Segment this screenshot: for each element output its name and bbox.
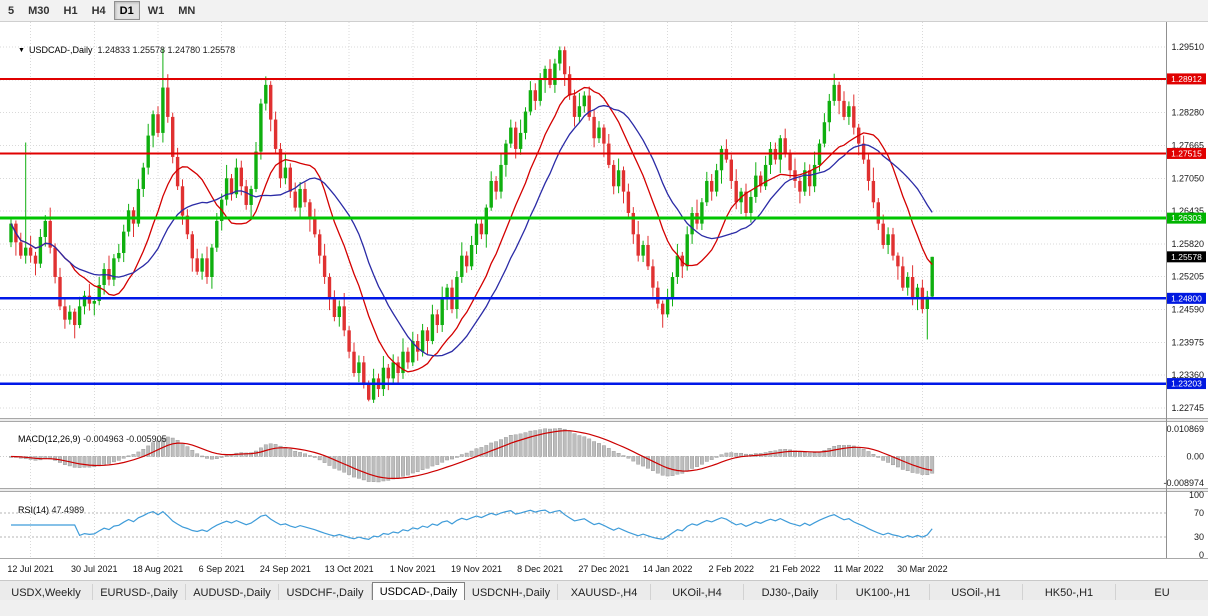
tab-USDCAD-Daily[interactable]: USDCAD-,Daily — [372, 582, 465, 601]
svg-text:30 Mar 2022: 30 Mar 2022 — [897, 564, 948, 574]
svg-text:30 Jul 2021: 30 Jul 2021 — [71, 564, 118, 574]
support-resistance-lines[interactable] — [0, 77, 1166, 385]
svg-text:1.23203: 1.23203 — [1171, 379, 1202, 389]
tab-USOil-H1[interactable]: USOil-,H1 — [930, 584, 1023, 601]
status-strip — [0, 600, 1208, 616]
svg-text:24 Sep 2021: 24 Sep 2021 — [260, 564, 311, 574]
price-axis: 1.29510 1.28280 1.27665 1.27050 1.26435 1.258… — [1163, 42, 1206, 560]
svg-text:1.28280: 1.28280 — [1171, 108, 1204, 118]
macd-layer — [0, 428, 1166, 483]
tab-USDCHF-Daily[interactable]: USDCHF-,Daily — [279, 584, 372, 601]
date-axis: 12 Jul 2021 30 Jul 2021 18 Aug 2021 6 Sep 2… — [7, 564, 947, 574]
svg-text:19 Nov 2021: 19 Nov 2021 — [451, 564, 502, 574]
svg-text:14 Jan 2022: 14 Jan 2022 — [643, 564, 693, 574]
svg-text:13 Oct 2021: 13 Oct 2021 — [325, 564, 374, 574]
timeframe-button-H1[interactable]: H1 — [63, 4, 78, 17]
svg-text:1.24800: 1.24800 — [1171, 293, 1202, 303]
svg-text:1.26435: 1.26435 — [1171, 206, 1204, 216]
svg-text:12 Jul 2021: 12 Jul 2021 — [7, 564, 54, 574]
svg-text:30: 30 — [1194, 532, 1204, 542]
svg-text:1.27515: 1.27515 — [1171, 148, 1202, 158]
tab-AUDUSD-Daily[interactable]: AUDUSD-,Daily — [186, 584, 279, 601]
svg-text:1.25820: 1.25820 — [1171, 239, 1204, 249]
candlesticks-layer — [9, 46, 934, 403]
svg-text:1.27050: 1.27050 — [1171, 173, 1204, 183]
timeframe-button-H4[interactable]: H4 — [91, 4, 106, 17]
rsi-layer — [0, 509, 1166, 541]
timeframe-button-W1[interactable]: W1 — [147, 4, 165, 17]
svg-text:18 Aug 2021: 18 Aug 2021 — [133, 564, 184, 574]
tab-XAUUSD-H4[interactable]: XAUUSD-,H4 — [558, 584, 651, 601]
tab-HK50-H1[interactable]: HK50-,H1 — [1023, 584, 1116, 601]
svg-text:6 Sep 2021: 6 Sep 2021 — [199, 564, 245, 574]
svg-text:0: 0 — [1199, 550, 1204, 560]
timeframe-button-5[interactable]: 5 — [8, 4, 15, 17]
svg-text:8 Dec 2021: 8 Dec 2021 — [517, 564, 563, 574]
svg-text:100: 100 — [1189, 490, 1204, 500]
timeframe-button-D1[interactable]: D1 — [113, 1, 140, 20]
pane-splitters[interactable] — [0, 22, 1208, 559]
timeframe-button-MN[interactable]: MN — [178, 4, 196, 17]
chart-tabs: USDX,Weekly EURUSD-,Daily AUDUSD-,Daily USD… — [0, 580, 1208, 601]
tab-EU[interactable]: EU — [1116, 584, 1208, 601]
svg-text:27 Dec 2021: 27 Dec 2021 — [578, 564, 629, 574]
svg-text:1.27665: 1.27665 — [1171, 140, 1204, 150]
svg-text:1.25578: 1.25578 — [1171, 252, 1202, 262]
tab-DJ30-Daily[interactable]: DJ30-,Daily — [744, 584, 837, 601]
svg-text:1.29510: 1.29510 — [1171, 42, 1204, 52]
tab-USDCNH-Daily[interactable]: USDCNH-,Daily — [465, 584, 558, 601]
tab-UKOil-H4[interactable]: UKOil-,H4 — [651, 584, 744, 601]
svg-text:11 Mar 2022: 11 Mar 2022 — [834, 564, 884, 574]
chart-canvas[interactable]: 1.29510 1.28280 1.27665 1.27050 1.26435 1.258… — [0, 22, 1208, 580]
moving-averages-layer — [10, 86, 933, 373]
svg-text:21 Feb 2022: 21 Feb 2022 — [770, 564, 821, 574]
chart-window: 1.29510 1.28280 1.27665 1.27050 1.26435 1.258… — [0, 22, 1208, 580]
tab-EURUSD-Daily[interactable]: EURUSD-,Daily — [93, 584, 186, 601]
timeframe-toolbar: 5 M30 H1 H4 D1 W1 MN — [0, 0, 1208, 22]
svg-text:-0.008974: -0.008974 — [1163, 478, 1204, 488]
timeframe-button-M30[interactable]: M30 — [28, 4, 50, 17]
svg-text:1.26303: 1.26303 — [1171, 213, 1202, 223]
svg-text:1.28912: 1.28912 — [1171, 74, 1202, 84]
svg-text:0.010869: 0.010869 — [1166, 424, 1204, 434]
svg-text:70: 70 — [1194, 508, 1204, 518]
svg-text:2 Feb 2022: 2 Feb 2022 — [709, 564, 755, 574]
tab-UK100-H1[interactable]: UK100-,H1 — [837, 584, 930, 601]
svg-text:1 Nov 2021: 1 Nov 2021 — [390, 564, 436, 574]
svg-text:1.25205: 1.25205 — [1171, 272, 1204, 282]
svg-text:1.23360: 1.23360 — [1171, 370, 1204, 380]
svg-text:1.24590: 1.24590 — [1171, 305, 1204, 315]
tab-USDX-Weekly[interactable]: USDX,Weekly — [0, 584, 93, 601]
svg-text:0.00: 0.00 — [1186, 451, 1204, 461]
svg-text:1.23975: 1.23975 — [1171, 337, 1204, 347]
svg-text:1.22745: 1.22745 — [1171, 403, 1204, 413]
